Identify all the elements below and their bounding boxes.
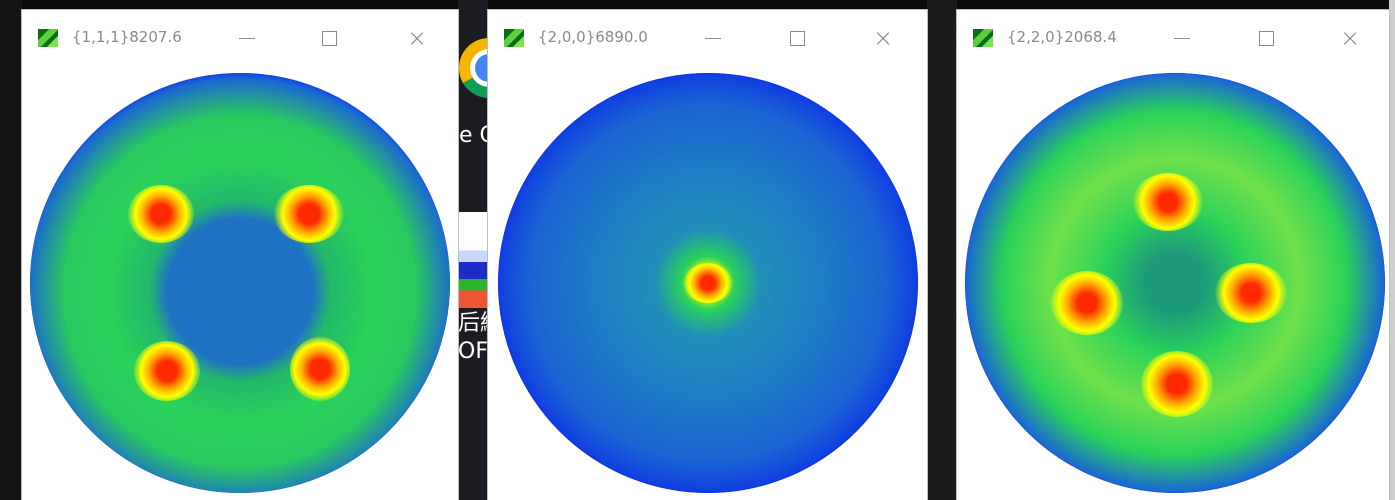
app-icon <box>973 29 993 47</box>
pole-figure-window-111: {1,1,1}8207.6 × <box>22 10 458 500</box>
maximize-icon[interactable] <box>786 27 808 49</box>
desktop-app-icon[interactable] <box>458 212 488 308</box>
close-icon[interactable]: × <box>872 24 894 52</box>
pole-figure-window-220: {2,2,0}2068.4 × <box>957 10 1389 500</box>
pole-density-field <box>30 73 450 493</box>
intensity-peak <box>134 341 200 401</box>
title-bar[interactable]: {1,1,1}8207.6 × <box>22 10 458 66</box>
intensity-peak <box>1133 173 1203 231</box>
minimize-icon[interactable] <box>236 27 258 49</box>
maximize-icon[interactable] <box>318 27 340 49</box>
window-title: {2,2,0}2068.4 <box>1007 28 1117 46</box>
intensity-peak <box>1051 271 1123 335</box>
minimize-icon[interactable] <box>702 27 724 49</box>
close-icon[interactable]: × <box>406 24 428 52</box>
intensity-peak <box>128 185 194 243</box>
pole-figure-plot <box>498 73 918 493</box>
minimize-icon[interactable] <box>1171 27 1193 49</box>
window-title: {1,1,1}8207.6 <box>72 28 182 46</box>
pole-figure-plot <box>965 73 1385 493</box>
close-icon[interactable]: × <box>1339 24 1361 52</box>
intensity-peak <box>290 337 350 401</box>
intensity-peak <box>1141 351 1213 417</box>
intensity-peak <box>1215 263 1287 323</box>
app-icon <box>38 29 58 47</box>
title-bar[interactable]: {2,2,0}2068.4 × <box>957 10 1389 66</box>
intensity-peak <box>684 263 732 303</box>
intensity-peak <box>274 185 344 243</box>
pole-density-field <box>965 73 1385 493</box>
desktop-background-right <box>1389 0 1395 500</box>
pole-figure-window-200: {2,0,0}6890.0 × <box>488 10 927 500</box>
maximize-icon[interactable] <box>1255 27 1277 49</box>
pole-figure-plot <box>30 73 450 493</box>
desktop-background-left <box>0 0 22 500</box>
window-title: {2,0,0}6890.0 <box>538 28 648 46</box>
title-bar[interactable]: {2,0,0}6890.0 × <box>488 10 927 66</box>
desktop-background-gap <box>927 0 957 500</box>
app-icon <box>504 29 524 47</box>
